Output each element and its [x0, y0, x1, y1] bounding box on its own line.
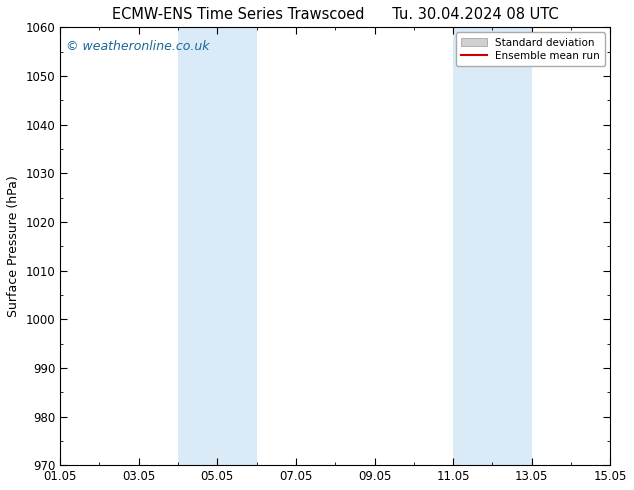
Legend: Standard deviation, Ensemble mean run: Standard deviation, Ensemble mean run [456, 32, 605, 66]
Bar [453, 27, 532, 465]
Title: ECMW-ENS Time Series Trawscoed      Tu. 30.04.2024 08 UTC: ECMW-ENS Time Series Trawscoed Tu. 30.04… [112, 7, 559, 22]
Bar [178, 27, 257, 465]
Y-axis label: Surface Pressure (hPa): Surface Pressure (hPa) [7, 175, 20, 317]
Text: © weatheronline.co.uk: © weatheronline.co.uk [65, 40, 209, 53]
